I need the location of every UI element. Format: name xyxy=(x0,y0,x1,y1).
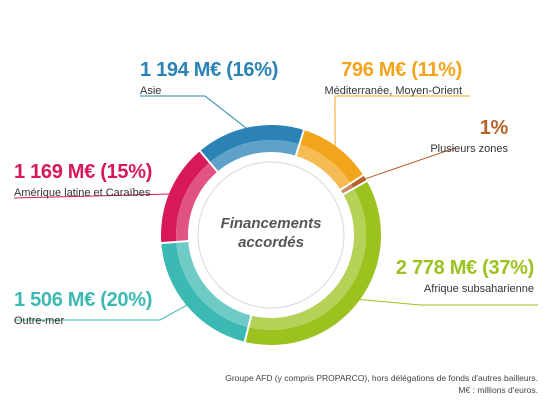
plusieurs-zones-value: 1% xyxy=(479,117,509,139)
leader-line xyxy=(14,302,191,321)
slice-inner-am-rique-latine-et-cara-bes xyxy=(176,162,218,242)
footnote: Groupe AFD (y compris PROPARCO), hors dé… xyxy=(208,372,538,396)
slice-inner-afrique-subsaharienne xyxy=(248,188,367,330)
donut-center-label: Financements accordés xyxy=(206,214,336,252)
asie-name: Asie xyxy=(140,85,162,97)
footnote-line-1: Groupe AFD (y compris PROPARCO), hors dé… xyxy=(225,373,538,383)
slice-outre-mer xyxy=(161,241,249,342)
label-mediterranee: 796 M€ (11%) Méditerranée, Moyen-Orient xyxy=(324,60,462,97)
label-outre-mer: 1 506 M€ (20%) Outre-mer xyxy=(14,290,152,327)
slice-inner-outre-mer xyxy=(176,241,252,328)
label-afrique-subsaharienne: 2 778 M€ (37%) Afrique subsaharienne xyxy=(396,258,534,295)
slice-asie xyxy=(199,124,304,163)
slice-afrique-subsaharienne xyxy=(244,181,381,345)
afrique-subsaharienne-name: Afrique subsaharienne xyxy=(423,283,534,295)
leader-line xyxy=(13,193,174,199)
amerique-latine-name: Amérique latine et Caraïbes xyxy=(14,187,151,199)
label-amerique-latine: 1 169 M€ (15%) Amérique latine et Caraïb… xyxy=(14,162,152,199)
slice-separator xyxy=(198,149,219,174)
label-plusieurs-zones: 1% Plusieurs zones xyxy=(430,118,508,155)
asie-value: 1 194 M€ (16%) xyxy=(140,59,279,81)
mediterranee-name: Méditerranée, Moyen-Orient xyxy=(324,85,462,97)
outre-mer-value: 1 506 M€ (20%) xyxy=(14,289,153,311)
footnote-line-2: M€ : millions d'euros. xyxy=(458,385,538,395)
afrique-subsaharienne-value: 2 778 M€ (37%) xyxy=(395,257,534,279)
slice-separator xyxy=(341,179,369,196)
slice-separator xyxy=(243,314,253,344)
mediterranee-value: 796 M€ (11%) xyxy=(341,59,462,81)
donut-hole xyxy=(188,152,354,318)
slice-inner-m-diterran-e-moyen-orient xyxy=(295,144,351,190)
leader-line xyxy=(361,147,456,181)
slice-inner-asie xyxy=(209,140,300,172)
slice-m-diterran-e-moyen-orient xyxy=(299,130,364,184)
slice-plusieurs-zones xyxy=(350,175,367,189)
plusieurs-zones-name: Plusieurs zones xyxy=(430,143,508,155)
donut-inner-ring xyxy=(197,161,345,309)
slice-separator xyxy=(339,173,365,192)
leader-line xyxy=(355,298,538,306)
leader-line xyxy=(334,95,470,151)
label-asie: 1 194 M€ (16%) Asie xyxy=(140,60,278,97)
slice-inner-plusieurs-zones xyxy=(340,183,354,195)
center-label-line-2: accordés xyxy=(238,234,304,251)
leader-line xyxy=(140,95,251,132)
slice-am-rique-latine-et-cara-bes xyxy=(161,150,210,244)
outre-mer-name: Outre-mer xyxy=(14,315,65,327)
slice-separator xyxy=(294,128,306,158)
slice-separator xyxy=(160,240,190,245)
center-label-line-1: Financements xyxy=(220,215,322,232)
amerique-latine-value: 1 169 M€ (15%) xyxy=(14,161,153,183)
